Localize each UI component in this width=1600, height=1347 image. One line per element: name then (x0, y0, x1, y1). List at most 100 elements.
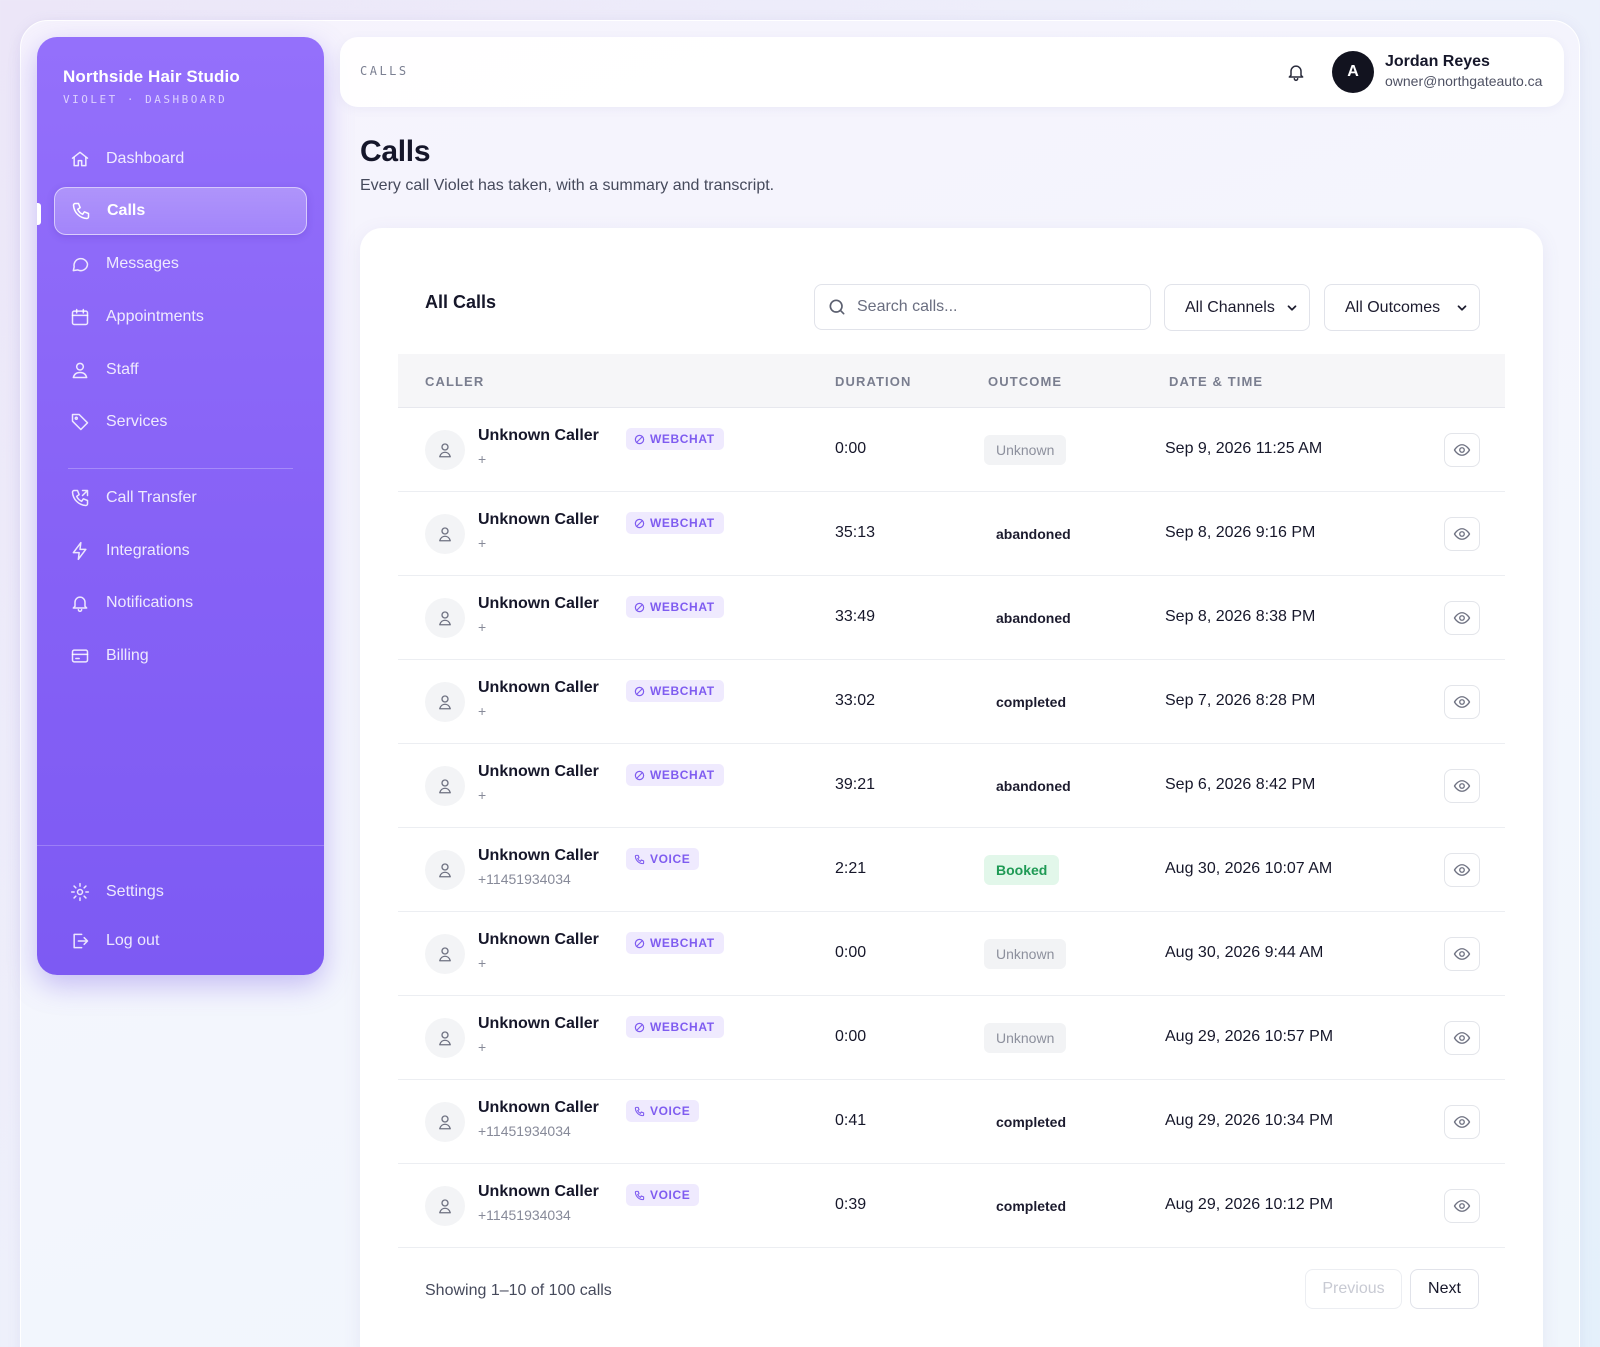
channel-badge: VOICE (626, 1184, 700, 1206)
search-icon (827, 297, 847, 317)
outcome-badge: abandoned (996, 526, 1071, 542)
page-title: Calls (360, 135, 431, 168)
next-page-button[interactable]: Next (1410, 1269, 1479, 1309)
caller-number: + (478, 451, 487, 467)
view-call-button[interactable] (1444, 433, 1480, 467)
call-duration: 35:13 (835, 524, 876, 541)
view-call-button[interactable] (1444, 517, 1480, 551)
table-row[interactable]: Unknown Caller + WEBCHAT 0:00 Unknown Sep 9, … (398, 408, 1505, 492)
webchat-icon (634, 434, 650, 445)
channel-label: WEBCHAT (650, 684, 715, 698)
caller-number: +11451934034 (478, 1207, 571, 1223)
call-duration: 0:41 (835, 1112, 867, 1129)
view-call-button[interactable] (1444, 937, 1480, 971)
channel-label: WEBCHAT (650, 600, 715, 614)
outcome-badge: abandoned (996, 778, 1071, 794)
channel-badge: WEBCHAT (626, 428, 724, 450)
table-row[interactable]: Unknown Caller + WEBCHAT 33:49 abandoned Sep … (398, 576, 1505, 660)
sidebar-item-label: Integrations (106, 542, 190, 559)
webchat-icon (634, 938, 650, 949)
channel-label: WEBCHAT (650, 768, 715, 782)
caller-name: Unknown Caller (478, 763, 599, 780)
column-header-duration[interactable]: DURATION (835, 374, 912, 389)
eye-icon (1453, 777, 1471, 795)
eye-icon (1453, 1197, 1471, 1215)
column-header-caller[interactable]: CALLER (425, 374, 485, 389)
page-subtitle: Every call Violet has taken, with a summ… (360, 177, 775, 194)
eye-icon (1453, 441, 1471, 459)
channel-label: WEBCHAT (650, 936, 715, 950)
outcome-badge: completed (996, 1198, 1067, 1214)
sidebar-item-call-transfer[interactable]: Call Transfer (54, 474, 307, 522)
call-duration: 33:02 (835, 692, 876, 709)
sidebar: Northside Hair Studio VIOLET · DASHBOARD… (37, 37, 324, 975)
channel-badge: WEBCHAT (626, 680, 724, 702)
tag-icon (68, 410, 92, 434)
caller-avatar-icon (425, 934, 465, 974)
sidebar-item-notifications[interactable]: Notifications (54, 579, 307, 627)
view-call-button[interactable] (1444, 1021, 1480, 1055)
table-row[interactable]: Unknown Caller +11451934034 VOICE 0:39 compl… (398, 1164, 1505, 1248)
view-call-button[interactable] (1444, 601, 1480, 635)
caller-number: +11451934034 (478, 871, 571, 887)
call-duration: 0:00 (835, 944, 867, 961)
channel-filter-select[interactable]: All Channels (1164, 284, 1310, 331)
sidebar-item-label: Dashboard (106, 150, 185, 167)
phone-icon (69, 199, 93, 223)
call-datetime: Sep 7, 2026 8:28 PM (1165, 692, 1316, 709)
call-duration: 2:21 (835, 860, 867, 877)
sidebar-item-label: Call Transfer (106, 489, 197, 506)
outcome-filter-select[interactable]: All Outcomes (1324, 284, 1480, 331)
caller-number: + (478, 619, 487, 635)
sidebar-item-label: Services (106, 413, 168, 430)
sidebar-item-logout[interactable]: Log out (54, 917, 307, 965)
call-datetime: Sep 8, 2026 8:38 PM (1165, 608, 1316, 625)
eye-icon (1453, 693, 1471, 711)
sidebar-item-services[interactable]: Services (54, 398, 307, 446)
message-icon (68, 252, 92, 276)
sidebar-item-appointments[interactable]: Appointments (54, 293, 307, 341)
sidebar-item-label: Billing (106, 647, 149, 664)
table-row[interactable]: Unknown Caller + WEBCHAT 39:21 abandoned Sep … (398, 744, 1505, 828)
phone-icon (634, 1106, 650, 1117)
table-row[interactable]: Unknown Caller + WEBCHAT 0:00 Unknown Aug 30,… (398, 912, 1505, 996)
table-row[interactable]: Unknown Caller +11451934034 VOICE 2:21 Booke… (398, 828, 1505, 912)
table-row[interactable]: Unknown Caller + WEBCHAT 33:02 completed Sep … (398, 660, 1505, 744)
sidebar-item-messages[interactable]: Messages (54, 240, 307, 288)
caller-number: + (478, 535, 487, 551)
search-input[interactable] (857, 298, 1127, 316)
table-row[interactable]: Unknown Caller +11451934034 VOICE 0:41 compl… (398, 1080, 1505, 1164)
notifications-bell-icon[interactable] (1282, 58, 1310, 86)
eye-icon (1453, 1029, 1471, 1047)
view-call-button[interactable] (1444, 1105, 1480, 1139)
outcome-badge: completed (996, 694, 1067, 710)
sidebar-item-integrations[interactable]: Integrations (54, 527, 307, 575)
search-box[interactable] (814, 284, 1151, 330)
view-call-button[interactable] (1444, 769, 1480, 803)
sidebar-item-billing[interactable]: Billing (54, 632, 307, 680)
channel-label: VOICE (650, 1104, 691, 1118)
view-call-button[interactable] (1444, 685, 1480, 719)
sidebar-item-calls[interactable]: Calls (54, 187, 307, 235)
caller-avatar-icon (425, 598, 465, 638)
call-datetime: Sep 6, 2026 8:42 PM (1165, 776, 1316, 793)
previous-page-button[interactable]: Previous (1305, 1269, 1402, 1309)
sidebar-item-settings[interactable]: Settings (54, 868, 307, 916)
brand-subtitle: VIOLET · DASHBOARD (63, 93, 228, 106)
sidebar-item-staff[interactable]: Staff (54, 346, 307, 394)
channel-badge: WEBCHAT (626, 512, 724, 534)
caller-avatar-icon (425, 1186, 465, 1226)
user-name: Jordan Reyes (1385, 53, 1490, 70)
sidebar-item-dashboard[interactable]: Dashboard (54, 135, 307, 183)
table-row[interactable]: Unknown Caller + WEBCHAT 0:00 Unknown Aug 29,… (398, 996, 1505, 1080)
avatar[interactable]: A (1332, 51, 1374, 93)
column-header-outcome[interactable]: OUTCOME (988, 374, 1063, 389)
view-call-button[interactable] (1444, 1189, 1480, 1223)
outcome-filter-value: All Outcomes (1345, 298, 1441, 316)
table-row[interactable]: Unknown Caller + WEBCHAT 35:13 abandoned Sep … (398, 492, 1505, 576)
channel-badge: WEBCHAT (626, 1016, 724, 1038)
view-call-button[interactable] (1444, 853, 1480, 887)
brand-name: Northside Hair Studio (63, 67, 240, 86)
call-datetime: Aug 29, 2026 10:12 PM (1165, 1196, 1334, 1213)
column-header-datetime[interactable]: DATE & TIME (1169, 374, 1264, 389)
